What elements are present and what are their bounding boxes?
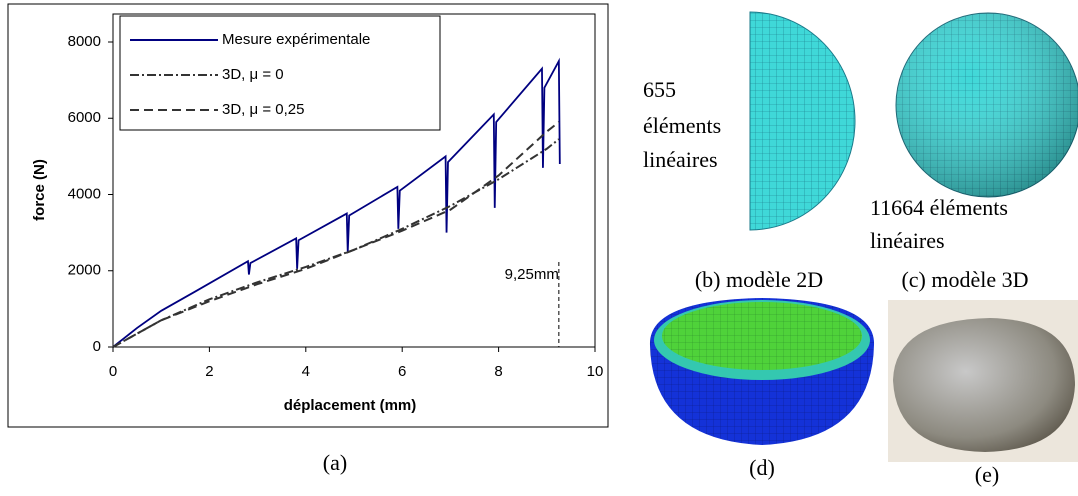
chart-frame xyxy=(7,3,609,428)
series-line xyxy=(112,121,560,348)
mesh-2d xyxy=(749,11,856,231)
annotation: 9,25mm xyxy=(505,266,559,283)
series-line xyxy=(112,138,560,348)
x-tick-label: 0 xyxy=(109,363,117,380)
x-tick-label: 6 xyxy=(398,363,406,380)
y-tick-label: 4000 xyxy=(68,185,101,202)
y-tick-label: 8000 xyxy=(68,33,101,50)
panel-label: (a) xyxy=(323,450,347,475)
plot-frame xyxy=(112,13,596,348)
legend-label: 3D, μ = 0,25 xyxy=(222,101,304,118)
text: linéaires xyxy=(870,228,945,253)
caption: (b) modèle 2D xyxy=(695,267,823,292)
x-tick-label: 4 xyxy=(302,363,310,380)
y-tick-label: 6000 xyxy=(68,109,101,126)
y-axis-label: force (N) xyxy=(31,159,48,221)
y-tick-label: 0 xyxy=(93,338,101,355)
y-tick-label: 2000 xyxy=(68,262,101,279)
text: 655 xyxy=(643,77,676,102)
text: 11664 éléments xyxy=(870,195,1008,220)
series-line xyxy=(112,57,561,348)
shading xyxy=(896,13,1078,197)
x-tick-label: 2 xyxy=(205,363,213,380)
x-axis-label: déplacement (mm) xyxy=(284,397,417,414)
x-tick-label: 8 xyxy=(494,363,502,380)
legend-label: Mesure expérimentale xyxy=(222,31,370,48)
caption: (c) modèle 3D xyxy=(901,267,1028,292)
top-face xyxy=(662,302,862,370)
caption: (d) xyxy=(749,455,775,480)
text: éléments xyxy=(643,113,721,138)
x-tick-label: 10 xyxy=(587,363,604,380)
text: linéaires xyxy=(643,147,718,172)
legend-label: 3D, μ = 0 xyxy=(222,66,284,83)
caption: (e) xyxy=(975,462,999,487)
sample-photo xyxy=(893,318,1075,452)
